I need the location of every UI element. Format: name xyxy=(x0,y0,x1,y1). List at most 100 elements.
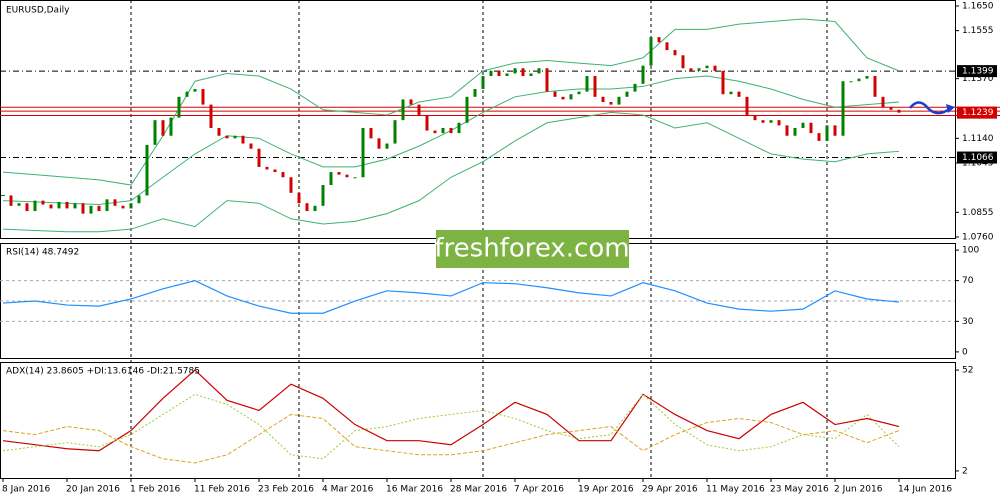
watermark-text: freshforex.com xyxy=(434,234,629,264)
candle xyxy=(529,73,533,77)
candle xyxy=(545,68,549,92)
candle xyxy=(409,99,413,105)
candle xyxy=(897,109,901,113)
adx-title: ADX(14) 23.8605 +DI:13.6146 -DI:21.5785 xyxy=(6,367,200,377)
candle xyxy=(729,91,733,95)
candle xyxy=(633,83,637,92)
indicator-line xyxy=(2,413,900,464)
candle xyxy=(113,199,117,206)
x-tick-label: 1 Feb 2016 xyxy=(130,485,181,495)
y-tick-label: 1.1370 xyxy=(962,74,994,84)
level-label: 1.1399 xyxy=(962,67,994,77)
candle xyxy=(457,122,461,134)
candle xyxy=(97,205,101,212)
forecast-arrow xyxy=(909,101,953,115)
x-tick-label: 11 Feb 2016 xyxy=(194,485,250,495)
candle xyxy=(305,203,309,212)
candle xyxy=(233,135,237,139)
candle xyxy=(345,174,349,178)
bollinger-lower xyxy=(2,111,900,233)
candle xyxy=(753,114,757,121)
candle xyxy=(201,89,205,105)
price-box xyxy=(957,106,997,119)
y-tick-label: 70 xyxy=(962,276,974,286)
forecast-arrow-head xyxy=(946,104,955,113)
x-tick-label: 4 Mar 2016 xyxy=(322,485,374,495)
candle xyxy=(817,133,821,141)
candle xyxy=(889,107,893,110)
candle xyxy=(449,127,453,134)
candle xyxy=(57,201,61,209)
candle xyxy=(537,68,541,74)
candle xyxy=(169,117,173,136)
candle xyxy=(417,104,421,115)
candle xyxy=(569,94,573,100)
candle xyxy=(9,195,13,206)
y-tick-label: 2 xyxy=(962,466,968,476)
candle xyxy=(73,203,77,209)
indicator-line xyxy=(2,280,900,314)
y-tick-label: 1.1140 xyxy=(962,134,994,144)
candle xyxy=(857,78,861,82)
candle xyxy=(89,205,93,214)
bollinger-upper xyxy=(2,18,900,186)
candle xyxy=(625,91,629,97)
x-tick-label: 28 Mar 2016 xyxy=(450,485,507,495)
candle xyxy=(473,89,477,97)
price-label: 1.1239 xyxy=(962,108,994,118)
candle xyxy=(241,135,245,144)
candle xyxy=(841,81,845,136)
candle xyxy=(297,192,301,204)
candle xyxy=(177,96,181,118)
candle xyxy=(313,205,317,212)
watermark: freshforex.com xyxy=(434,230,630,268)
candle xyxy=(681,55,685,69)
candle xyxy=(321,185,325,206)
x-tick-label: 19 Apr 2016 xyxy=(578,485,634,495)
candle xyxy=(369,127,373,139)
indicator-line xyxy=(2,393,900,460)
y-tick-label: 0 xyxy=(962,347,968,357)
x-tick-label: 14 Jun 2016 xyxy=(898,485,952,495)
level-box xyxy=(957,65,997,78)
candle xyxy=(217,127,221,136)
candle xyxy=(17,203,21,206)
candle xyxy=(137,195,141,204)
indicator-line xyxy=(2,369,900,452)
candle xyxy=(273,169,277,173)
candle xyxy=(785,125,789,136)
candle xyxy=(673,50,677,56)
candle xyxy=(657,37,661,43)
candle xyxy=(193,89,197,92)
candle xyxy=(425,114,429,131)
candle xyxy=(801,122,805,128)
x-tick-label: 29 Apr 2016 xyxy=(642,485,698,495)
candle xyxy=(337,172,341,175)
y-tick-label: 52 xyxy=(962,366,973,376)
x-tick-label: 11 May 2016 xyxy=(706,485,765,495)
candle xyxy=(289,177,293,193)
candle xyxy=(145,144,149,196)
candle xyxy=(105,199,109,212)
x-tick-label: 23 Feb 2016 xyxy=(258,485,314,495)
candle xyxy=(481,76,485,90)
adx-panel xyxy=(0,362,956,479)
candle xyxy=(761,120,765,123)
candle xyxy=(129,203,133,209)
candle xyxy=(281,172,285,178)
candle xyxy=(649,37,653,66)
candle xyxy=(593,76,597,97)
level-label: 1.1066 xyxy=(962,153,994,163)
candle xyxy=(809,122,813,134)
candle xyxy=(585,76,589,92)
candle xyxy=(641,65,645,84)
candle xyxy=(553,91,557,97)
candle xyxy=(353,177,357,179)
candle xyxy=(209,104,213,128)
y-tick-label: 1.0760 xyxy=(962,232,994,242)
candle xyxy=(257,148,261,167)
candle xyxy=(65,201,69,209)
candle xyxy=(865,76,869,79)
